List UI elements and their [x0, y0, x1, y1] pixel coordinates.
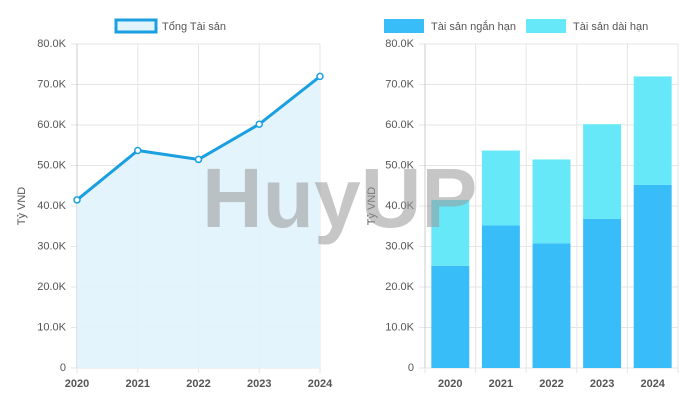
- y-tick-label: 40.0K: [37, 200, 66, 212]
- y-tick-label: 40.0K: [385, 200, 414, 212]
- x-tick-label: 2022: [186, 378, 210, 390]
- x-tick-label: 2022: [539, 378, 563, 390]
- y-axis-label: Tỷ VND: [366, 187, 378, 226]
- x-tick-label: 2024: [308, 378, 333, 390]
- y-tick-label: 50.0K: [385, 159, 414, 171]
- x-tick-label: 2024: [640, 378, 665, 390]
- legend-label: Tài sản dài hạn: [573, 21, 648, 33]
- legend-swatch: [526, 19, 567, 33]
- y-tick-label: 20.0K: [385, 281, 414, 293]
- y-tick-label: 30.0K: [385, 240, 414, 252]
- bar: [633, 76, 672, 185]
- y-axis-label: Tỷ VND: [16, 187, 28, 226]
- legend-swatch: [384, 19, 424, 33]
- y-tick-label: 60.0K: [37, 119, 66, 131]
- y-tick-label: 0: [60, 362, 66, 374]
- y-tick-label: 10.0K: [385, 321, 414, 333]
- legend-swatch: [114, 18, 158, 34]
- x-tick-label: 2020: [438, 378, 462, 390]
- area: [77, 76, 320, 369]
- y-tick-label: 0: [408, 362, 414, 374]
- bar: [431, 265, 470, 368]
- bar: [481, 150, 520, 226]
- watermark: HuyUP: [202, 151, 477, 245]
- legend-label: Tổng Tài sản: [162, 21, 226, 33]
- y-tick-label: 70.0K: [385, 78, 414, 90]
- bar: [431, 199, 470, 266]
- y-tick-label: 20.0K: [37, 281, 66, 293]
- point: [73, 196, 81, 204]
- y-tick-label: 80.0K: [385, 38, 414, 50]
- bar: [583, 124, 622, 219]
- point: [194, 155, 203, 164]
- x-tick-label: 2023: [590, 378, 614, 390]
- bar: [633, 184, 672, 368]
- bar: [583, 218, 622, 368]
- y-tick-label: 30.0K: [37, 240, 66, 252]
- y-tick-label: 10.0K: [37, 321, 66, 333]
- x-tick-label: 2020: [65, 378, 89, 390]
- bar: [532, 243, 571, 368]
- bar: [481, 225, 520, 368]
- point: [255, 120, 263, 128]
- x-tick-label: 2021: [126, 378, 150, 390]
- y-tick-label: 80.0K: [37, 38, 66, 50]
- point: [134, 146, 142, 155]
- point: [316, 72, 324, 81]
- legend-label: Tài sản ngắn hạn: [431, 20, 516, 33]
- x-tick-label: 2023: [247, 378, 271, 390]
- y-tick-label: 70.0K: [37, 78, 66, 90]
- x-tick-label: 2021: [489, 378, 513, 390]
- y-tick-label: 50.0K: [37, 159, 66, 171]
- y-tick-label: 60.0K: [385, 119, 414, 131]
- bar: [532, 159, 571, 244]
